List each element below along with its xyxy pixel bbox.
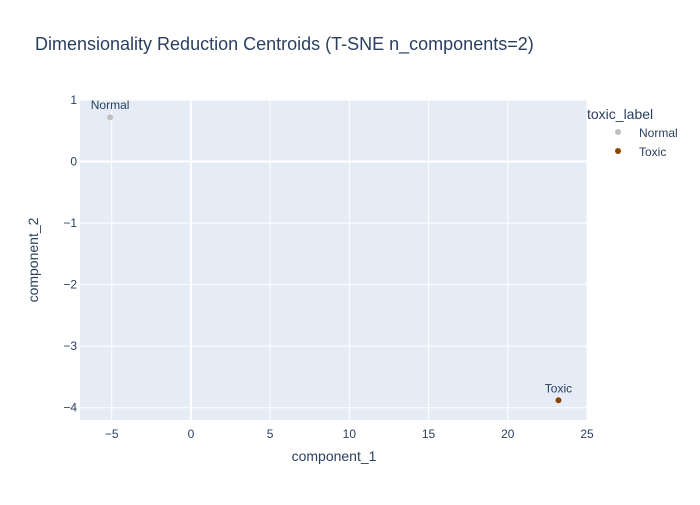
legend-label-toxic[interactable]: Toxic [639, 145, 666, 159]
legend-title: toxic_label [587, 106, 653, 122]
y-tick-label: −4 [63, 401, 77, 415]
x-tick-label: 5 [267, 427, 274, 441]
y-tick-label: −1 [63, 216, 77, 230]
x-tick-label: 0 [188, 427, 195, 441]
chart-title: Dimensionality Reduction Centroids (T-SN… [35, 34, 534, 55]
data-point-normal[interactable] [107, 114, 114, 121]
y-tick-label: 0 [70, 155, 77, 169]
y-axis-label: component_2 [25, 217, 41, 302]
y-tick-label: −3 [63, 339, 77, 353]
x-tick-label: 10 [343, 427, 357, 441]
plot-area [80, 100, 587, 420]
x-tick-label: 20 [501, 427, 515, 441]
x-tick-label: 15 [422, 427, 436, 441]
y-tick-label: −2 [63, 278, 77, 292]
legend-label-normal[interactable]: Normal [639, 126, 678, 140]
data-label-toxic: Toxic [545, 381, 572, 395]
legend-marker-normal[interactable] [615, 129, 621, 135]
x-tick-label: −5 [105, 427, 119, 441]
data-point-toxic[interactable] [555, 397, 562, 404]
x-axis-label: component_1 [292, 448, 377, 464]
data-label-normal: Normal [91, 98, 130, 112]
legend-marker-toxic[interactable] [615, 148, 621, 154]
y-tick-label: 1 [70, 93, 77, 107]
x-tick-label: 25 [580, 427, 594, 441]
